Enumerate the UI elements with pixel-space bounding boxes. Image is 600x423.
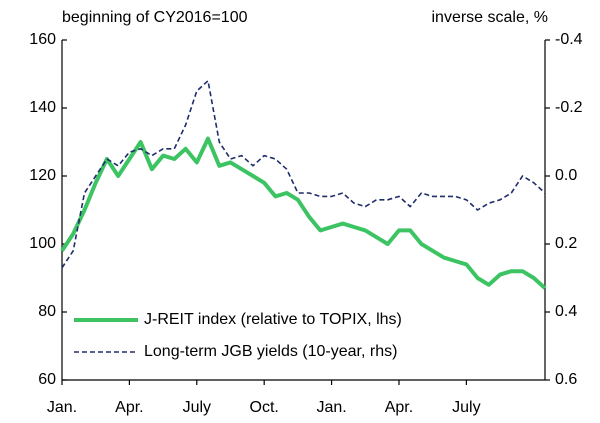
legend-label: J-REIT index (relative to TOPIX, lhs) [144, 311, 402, 328]
y-tick-label: 100 [29, 235, 56, 252]
y-axis-label: beginning of CY2016=100 [62, 9, 248, 26]
y-tick-label: 120 [29, 167, 56, 184]
x-tick-label: Apr. [115, 399, 143, 416]
y-tick-label: 160 [29, 31, 56, 48]
y-tick-label: 140 [29, 99, 56, 116]
y2-tick-label: 0.4 [555, 303, 577, 320]
x-tick-label: Jan. [47, 399, 77, 416]
x-tick-label: July [452, 399, 480, 416]
y2-tick-label: -0.4 [555, 31, 583, 48]
y-tick-label: 60 [38, 371, 56, 388]
series-line [61, 80, 546, 269]
y2-tick-label: 0.6 [555, 371, 577, 388]
y2-tick-label: 0.2 [555, 235, 577, 252]
y2-tick-label: 0.0 [555, 167, 577, 184]
series-line [60, 136, 547, 290]
x-tick-label: Jan. [316, 399, 346, 416]
y2-tick-label: -0.2 [555, 99, 583, 116]
x-tick-label: Apr. [385, 399, 413, 416]
y2-axis-label: inverse scale, % [432, 9, 549, 26]
x-tick-label: July [183, 399, 211, 416]
y-tick-label: 80 [38, 303, 56, 320]
legend-label: Long-term JGB yields (10-year, rhs) [144, 343, 397, 360]
x-tick-label: Oct. [250, 399, 279, 416]
